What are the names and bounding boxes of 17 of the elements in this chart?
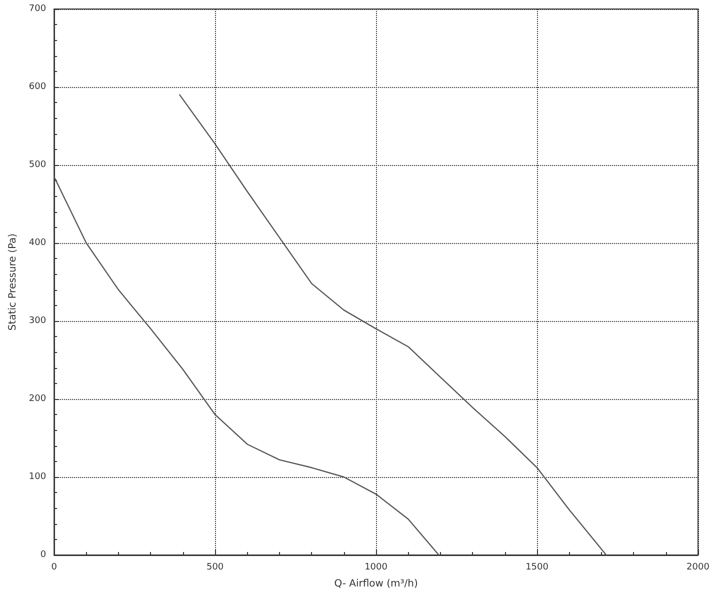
line-series [53, 176, 440, 556]
x-tick-label: 1000 [364, 562, 388, 572]
y-tick-label: 0 [40, 550, 46, 560]
x-tick-label: 2000 [686, 562, 710, 572]
y-axis-title: Static Pressure (Pa) [8, 233, 18, 331]
y-tick-label: 200 [28, 394, 46, 404]
x-tick-label: 0 [51, 562, 58, 572]
y-tick-label: 700 [28, 4, 46, 14]
y-tick-label: 100 [28, 472, 46, 482]
x-axis-title: Q- Airflow (m³/h) [334, 578, 418, 590]
y-tick-label: 400 [28, 238, 46, 248]
y-tick-label: 500 [28, 160, 46, 170]
x-tick-label: 500 [206, 562, 224, 572]
y-tick-label: 300 [28, 316, 46, 326]
line-series [179, 94, 607, 556]
y-tick-label: 600 [28, 82, 46, 92]
x-tick-label: 1500 [526, 562, 549, 572]
